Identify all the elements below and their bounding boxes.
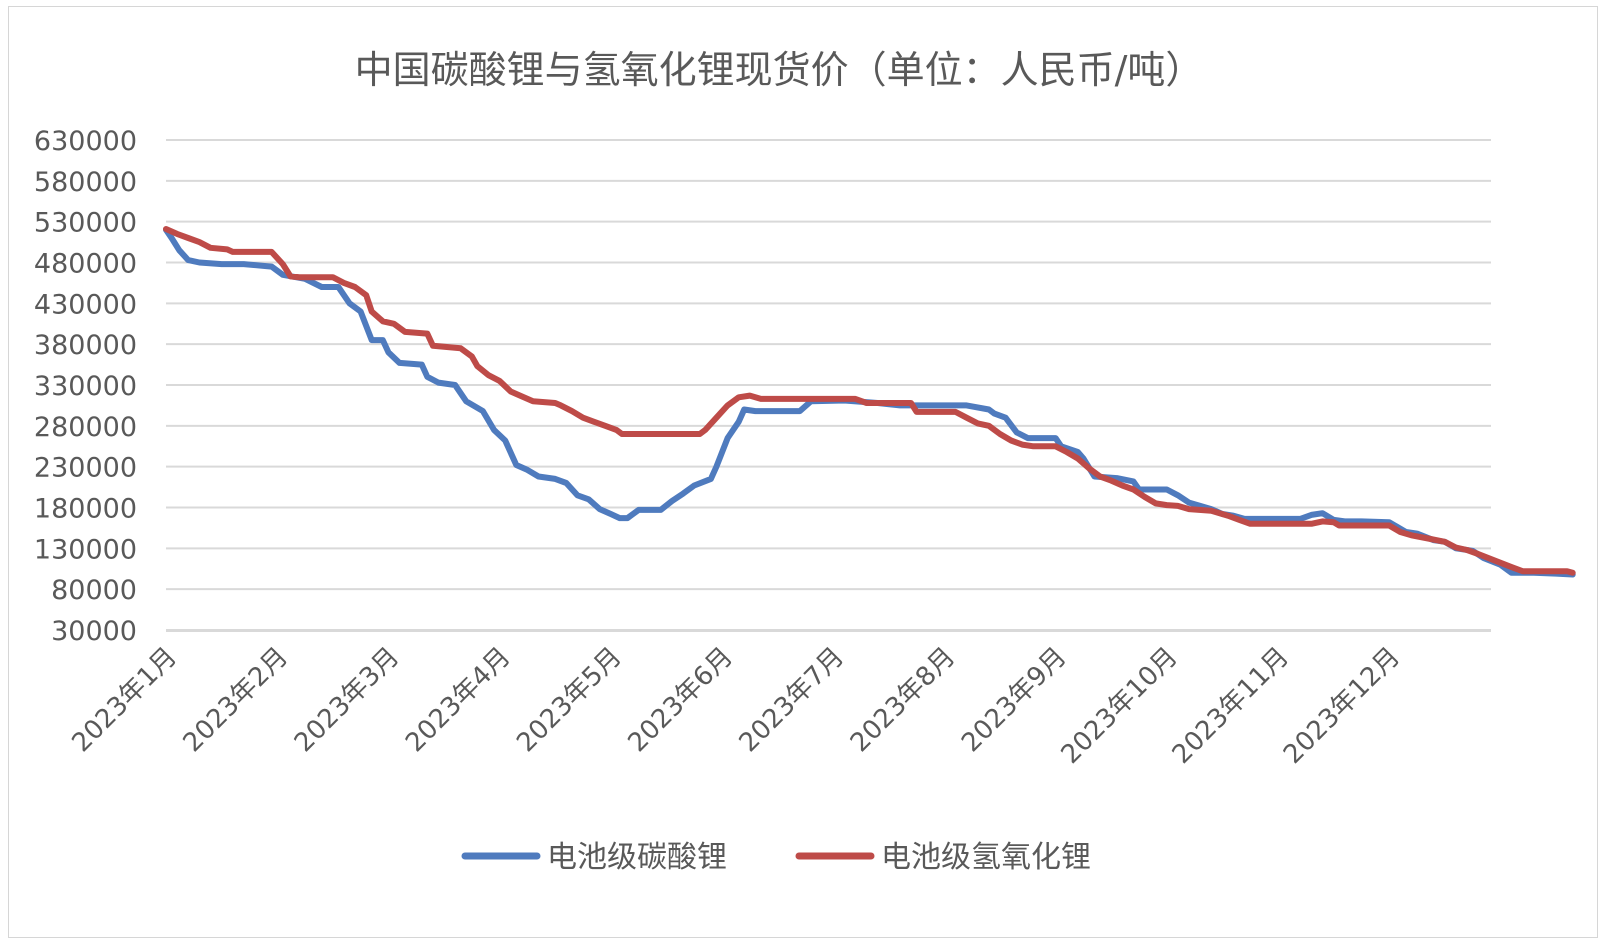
series-line — [163, 226, 1576, 576]
legend-label: 电池级氢氧化锂 — [881, 840, 1091, 875]
x-tick-label: 2023年8月 — [845, 642, 961, 758]
y-tick-label: 80000 — [51, 575, 137, 606]
y-tick-label: 330000 — [34, 371, 137, 402]
y-tick-label: 480000 — [34, 249, 137, 280]
x-tick-label: 2023年4月 — [400, 642, 516, 758]
chart-title: 中国碳酸锂与氢氧化锂现货价（单位：人民币/吨） — [355, 48, 1204, 92]
y-tick-label: 630000 — [34, 126, 137, 157]
x-tick-label: 2023年12月 — [1278, 642, 1406, 770]
x-tick-label: 2023年9月 — [956, 642, 1072, 758]
x-tick-label: 2023年11月 — [1167, 642, 1295, 770]
legend-label: 电池级碳酸锂 — [547, 840, 727, 875]
chart-frame: 中国碳酸锂与氢氧化锂现货价（单位：人民币/吨） 30000 80000 130000… — [8, 6, 1598, 938]
x-axis-tick-labels: 2023年1月2023年2月2023年3月2023年4月2023年5月2023年… — [66, 642, 1406, 770]
x-tick-label: 2023年3月 — [289, 642, 405, 758]
series-lines — [163, 226, 1576, 578]
legend: 电池级碳酸锂 电池级氢氧化锂 — [461, 840, 1091, 875]
y-tick-label: 280000 — [34, 412, 137, 443]
y-tick-label: 30000 — [51, 616, 137, 647]
x-tick-label: 2023年2月 — [178, 642, 294, 758]
line-chart: 中国碳酸锂与氢氧化锂现货价（单位：人民币/吨） 30000 80000 130000… — [34, 48, 1576, 875]
x-tick-label: 2023年6月 — [622, 642, 738, 758]
y-tick-label: 130000 — [34, 534, 137, 565]
y-tick-label: 180000 — [34, 494, 137, 525]
y-tick-label: 530000 — [34, 208, 137, 239]
y-tick-label: 580000 — [34, 167, 137, 198]
series-line — [163, 226, 1576, 578]
y-tick-label: 430000 — [34, 289, 137, 320]
x-tick-label: 2023年1月 — [66, 642, 182, 758]
y-tick-label: 230000 — [34, 453, 137, 484]
gridlines — [166, 139, 1491, 631]
x-tick-label: 2023年10月 — [1056, 642, 1184, 770]
x-tick-label: 2023年5月 — [511, 642, 627, 758]
y-tick-label: 380000 — [34, 330, 137, 361]
x-tick-label: 2023年7月 — [734, 642, 850, 758]
y-axis-tick-labels: 30000 80000 130000 180000 230000 280000 330000… — [34, 126, 137, 647]
